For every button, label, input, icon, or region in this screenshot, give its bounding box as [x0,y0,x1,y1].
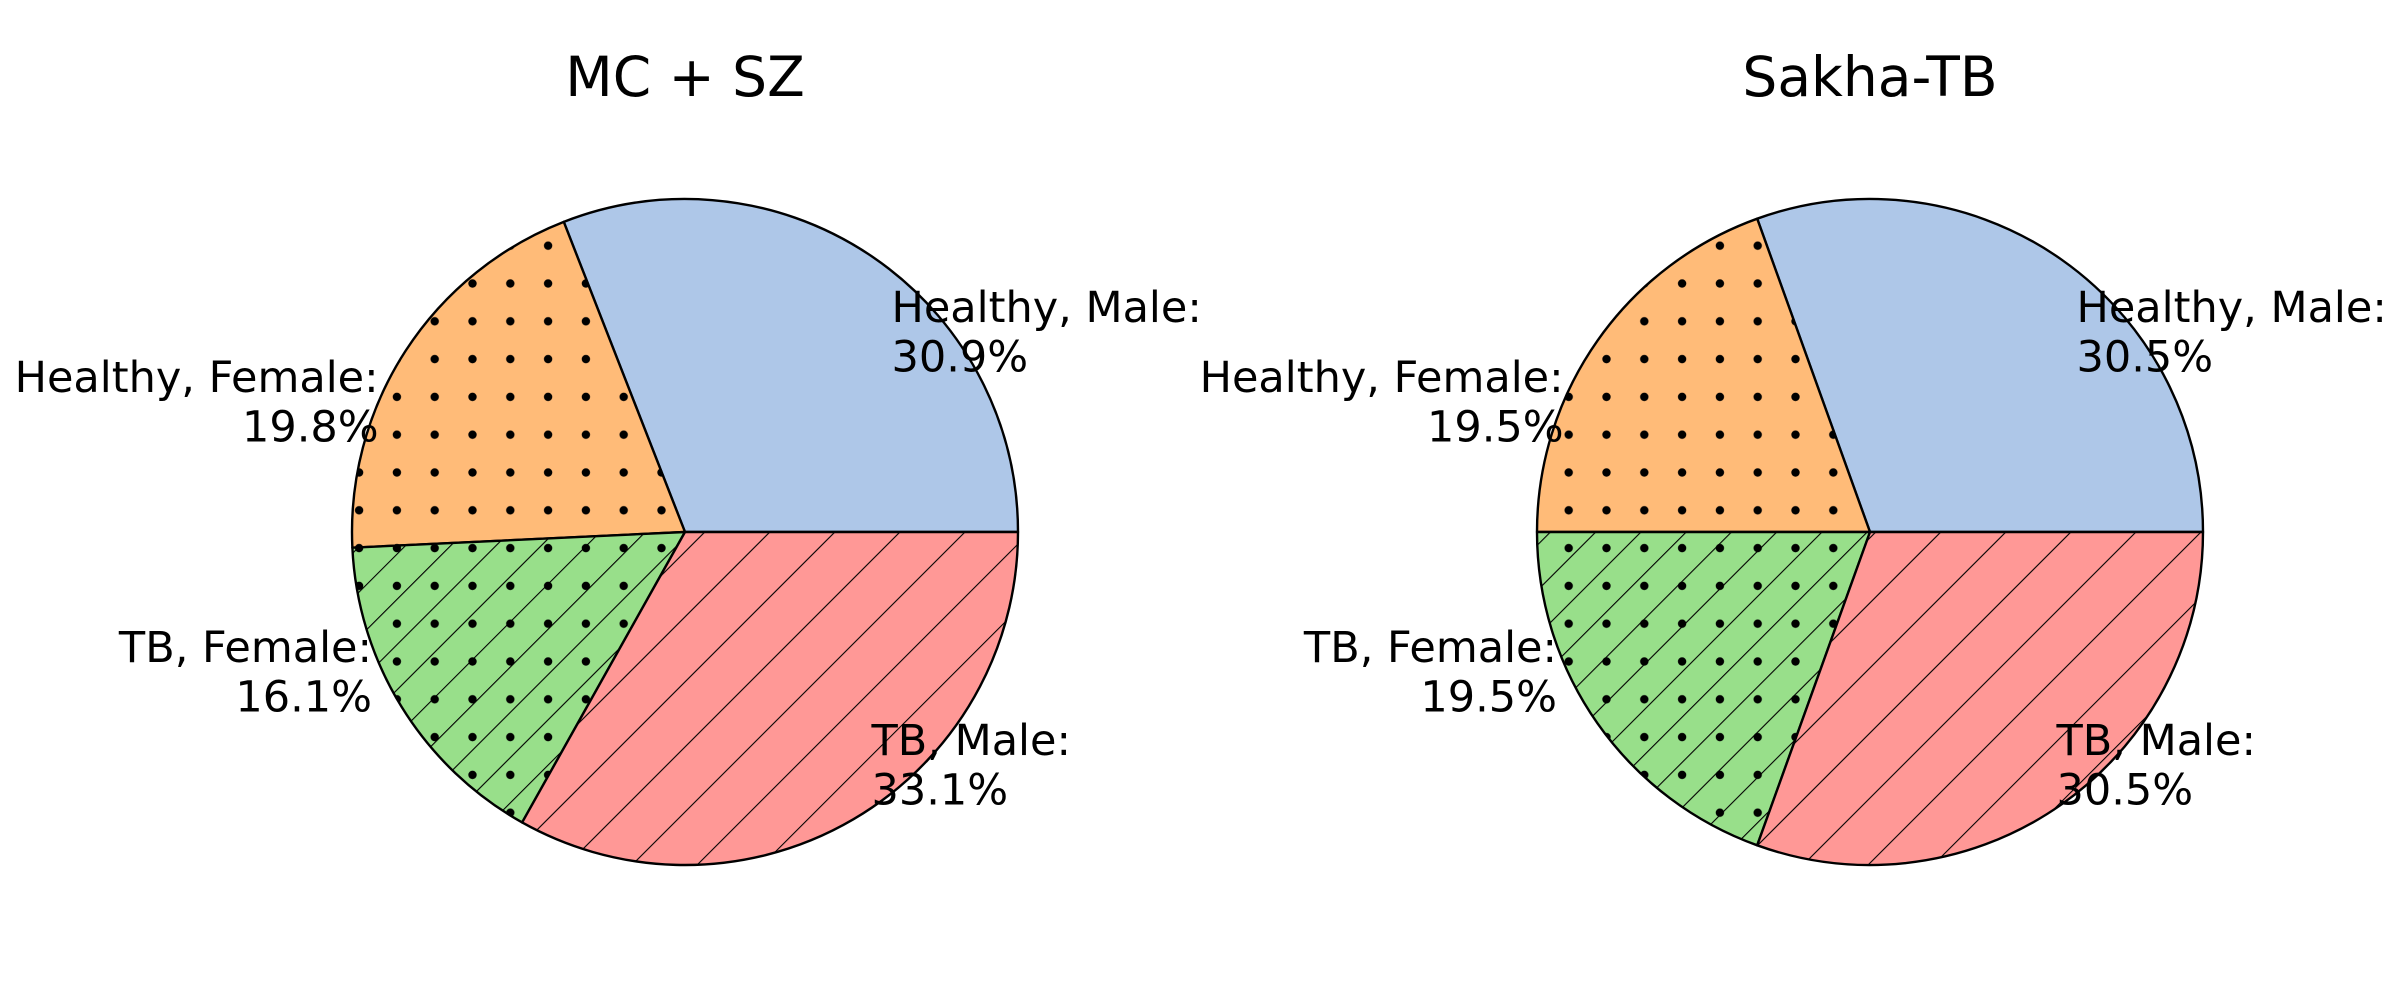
pie-slice-healthy-female [350,220,687,549]
pie-slice-healthy-male [562,197,1020,534]
pie-slice-healthy-female [1535,217,1872,534]
pie-slices [350,197,1020,867]
pie-slice-tb-male [520,530,1020,867]
pie-chart-sakha-tb: Sakha-TB Healthy, Male: 30.5% Healthy, Fem… [1200,45,2387,867]
pie-slice-healthy-male [1756,197,2205,534]
slice-label-tb-male: TB, Male: 33.1% [871,716,1071,815]
pie-chart-mc-sz: MC + SZ Healthy, Male: 30.9% Healthy, Fema… [15,45,1202,867]
slice-label-tb-male: TB, Male: 30.5% [2056,716,2256,815]
pie-slice-tb-male [1756,530,2205,867]
chart-title: MC + SZ [565,45,805,109]
slice-label-healthy-female: Healthy, Female: 19.8% [15,353,379,452]
slice-label-tb-female: TB, Female: 19.5% [1303,623,1557,722]
pie-labels: Healthy, Male: 30.5% Healthy, Female: 19.5%… [1200,283,2387,815]
slice-label-tb-female: TB, Female: 16.1% [118,623,372,722]
slice-label-healthy-male: Healthy, Male: 30.5% [2077,283,2387,382]
slice-label-healthy-female: Healthy, Female: 19.5% [1200,353,1564,452]
pie-labels: Healthy, Male: 30.9% Healthy, Female: 19.8%… [15,283,1202,815]
pie-slice-tb-female [351,530,687,824]
pie-slices [1535,197,2205,867]
slice-label-healthy-male: Healthy, Male: 30.9% [892,283,1202,382]
pie-slice-tb-female [1535,530,1872,847]
chart-title: Sakha-TB [1742,45,1997,109]
